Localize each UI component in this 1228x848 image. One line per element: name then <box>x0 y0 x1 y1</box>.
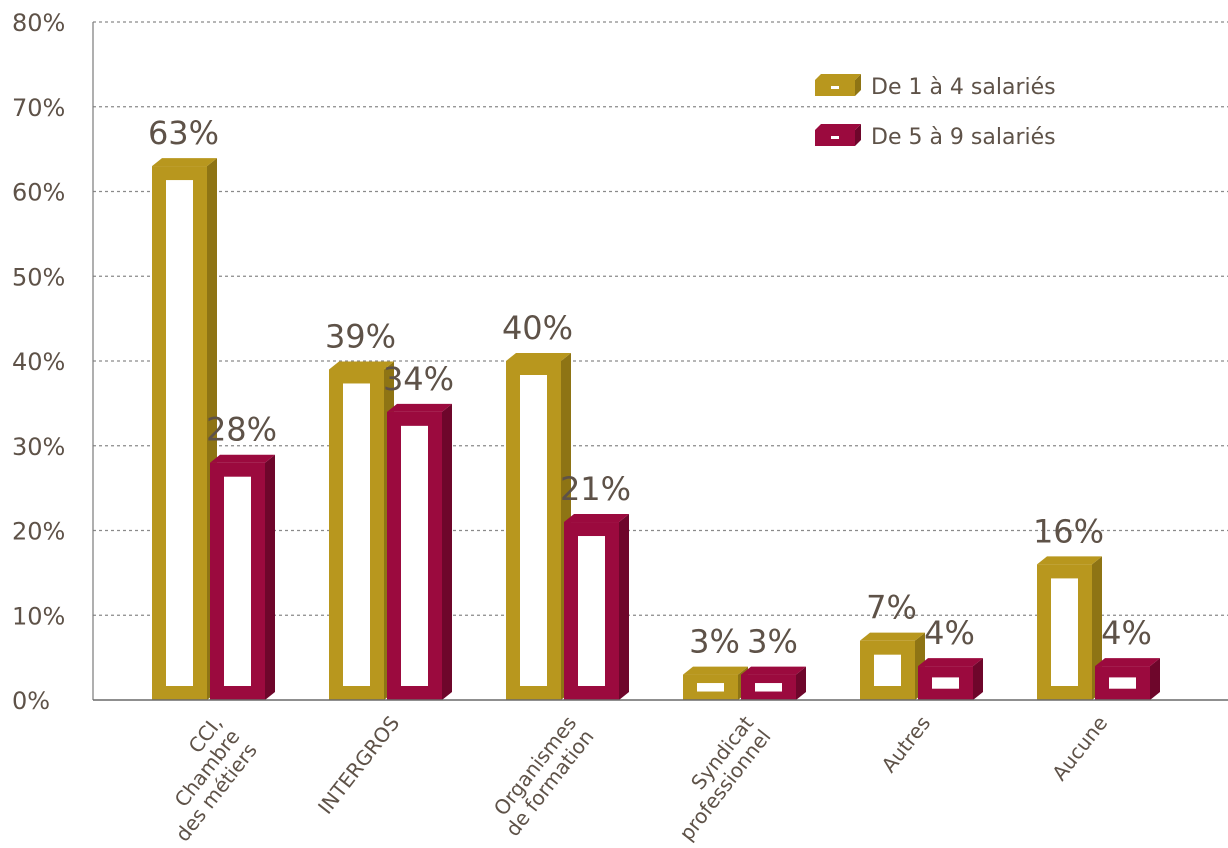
y-tick-label: 80% <box>12 9 65 37</box>
legend-item-1: De 1 à 4 salariés <box>815 74 1056 100</box>
y-tick-label: 60% <box>12 179 65 207</box>
data-label: 40% <box>502 309 573 347</box>
y-tick-label: 70% <box>12 94 65 122</box>
bar-s1-c6 <box>1037 556 1102 700</box>
x-axis: CCI,Chambredes métiers INTERGROS Organisme… <box>93 699 1228 846</box>
bar-s2-c5 <box>918 658 983 700</box>
bar-s1-c5 <box>860 632 925 700</box>
y-tick-label: 50% <box>12 263 65 291</box>
data-label: 16% <box>1033 512 1104 550</box>
bar-s1-c2 <box>329 361 394 700</box>
bar-s1-c3 <box>506 353 571 700</box>
legend-label: De 5 à 9 salariés <box>871 125 1056 150</box>
data-label: 4% <box>1101 614 1152 652</box>
data-label: 7% <box>866 589 917 627</box>
data-label: 4% <box>924 614 975 652</box>
bar-s2-c2 <box>387 403 452 700</box>
legend-label: De 1 à 4 salariés <box>871 75 1056 100</box>
data-label: 28% <box>206 411 277 449</box>
y-axis: 0% 10% 20% 30% 40% 50% 60% 70% 80% <box>12 9 94 715</box>
data-labels: 63%28%39%34%40%21%3% 3%7%4%16%4% <box>148 114 1152 661</box>
data-label: 3% <box>747 623 798 661</box>
data-label: 63% <box>148 114 219 152</box>
x-tick-label: Organismesde formation <box>483 711 598 841</box>
bar-s1-c4 <box>683 666 748 700</box>
bar-s2-c4 <box>741 666 806 700</box>
data-label: 3% <box>689 623 740 661</box>
x-tick-label: Autres <box>876 711 935 777</box>
data-label: 39% <box>325 317 396 355</box>
y-tick-label: 30% <box>12 433 65 461</box>
legend-item-2: De 5 à 9 salariés <box>815 124 1056 150</box>
data-label: 21% <box>560 470 631 508</box>
y-tick-label: 40% <box>12 348 65 376</box>
x-tick-label: Syndicatprofessionnel <box>657 711 776 845</box>
bar-s2-c1 <box>210 454 275 700</box>
bar-s2-c3 <box>564 514 629 700</box>
y-tick-label: 0% <box>12 687 50 715</box>
bars <box>152 158 1160 700</box>
bar-s2-c6 <box>1095 658 1160 700</box>
data-label: 34% <box>383 360 454 398</box>
y-tick-label: 20% <box>12 518 65 546</box>
x-tick-label: Aucune <box>1047 711 1112 785</box>
x-tick-label: INTERGROS <box>313 711 404 818</box>
legend: De 1 à 4 salariés De 5 à 9 salariés <box>815 74 1056 150</box>
y-tick-label: 10% <box>12 602 65 630</box>
x-tick-label: CCI,Chambredes métiers <box>136 711 262 846</box>
bar-s1-c1 <box>152 158 217 700</box>
